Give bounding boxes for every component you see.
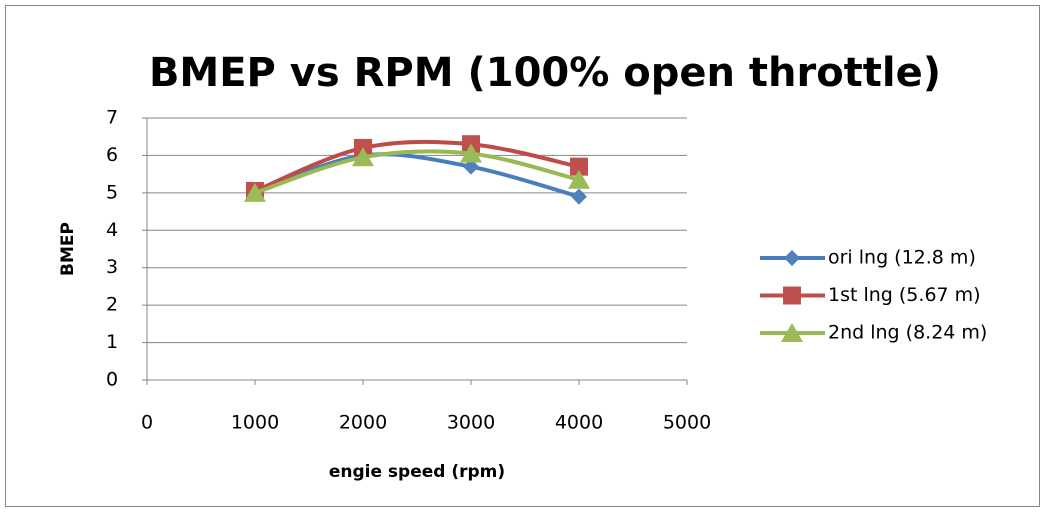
x-axis-title: engie speed (rpm) <box>329 462 505 482</box>
y-tick-label: 7 <box>106 107 118 129</box>
marker <box>244 182 266 202</box>
y-tick-label: 3 <box>106 256 118 278</box>
y-tick-label: 6 <box>106 144 118 166</box>
x-tick-label: 1000 <box>231 412 279 434</box>
y-tick-label: 2 <box>106 294 118 316</box>
y-tick-label: 1 <box>106 331 118 353</box>
y-tick-label: 5 <box>106 181 118 203</box>
x-tick-label: 2000 <box>339 412 387 434</box>
y-tick-label: 0 <box>106 369 118 391</box>
legend-label: 1st lng (5.67 m) <box>828 284 981 306</box>
legend-label: ori lng (12.8 m) <box>828 247 976 269</box>
y-axis-title: BMEP <box>58 222 78 276</box>
legend-marker <box>784 250 800 266</box>
x-tick-label: 5000 <box>663 412 711 434</box>
legend-label: 2nd lng (8.24 m) <box>828 322 987 344</box>
y-tick-label: 4 <box>106 219 118 241</box>
marker <box>571 188 587 205</box>
marker <box>568 169 590 189</box>
series-line <box>254 149 580 195</box>
marker <box>352 147 374 167</box>
x-tick-label: 3000 <box>447 412 495 434</box>
legend-marker <box>783 286 801 305</box>
chart-title: BMEP vs RPM (100% open throttle) <box>149 50 941 96</box>
legend-marker <box>781 323 803 342</box>
x-tick-label: 4000 <box>555 412 603 434</box>
marker <box>460 143 482 163</box>
marker <box>463 158 479 175</box>
chart-frame <box>5 5 1040 507</box>
marker <box>570 157 588 176</box>
series-line <box>254 139 580 193</box>
x-tick-label: 0 <box>141 412 153 434</box>
